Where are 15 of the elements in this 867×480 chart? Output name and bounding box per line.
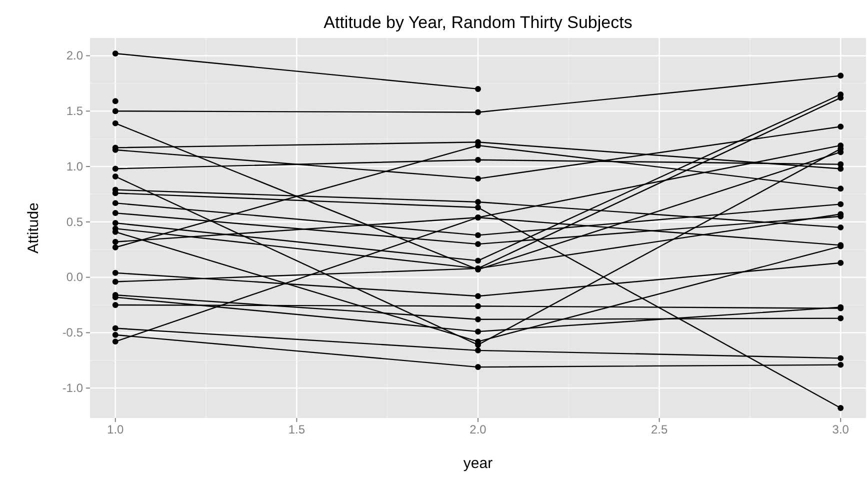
y-tick-label: 1.0 (66, 159, 84, 174)
x-tick-label: 1.0 (107, 422, 124, 437)
x-tick-label: 3.0 (832, 422, 850, 437)
y-axis-title: Attitude (25, 202, 42, 254)
x-tick-label: 1.5 (288, 422, 306, 437)
chart-title: Attitude by Year, Random Thirty Subjects (324, 13, 632, 32)
x-tick-label: 2.5 (650, 422, 668, 437)
y-tick-label: 1.5 (66, 104, 84, 118)
y-tick-label: 2.0 (66, 48, 84, 63)
y-tick-label: 0.5 (66, 214, 84, 229)
y-tick-label: 0.0 (66, 270, 84, 284)
x-axis-title: year (463, 455, 493, 472)
y-tick-label: -1.0 (62, 380, 84, 395)
y-tick-label: -0.5 (62, 326, 84, 340)
x-tick-label: 2.0 (470, 422, 487, 437)
